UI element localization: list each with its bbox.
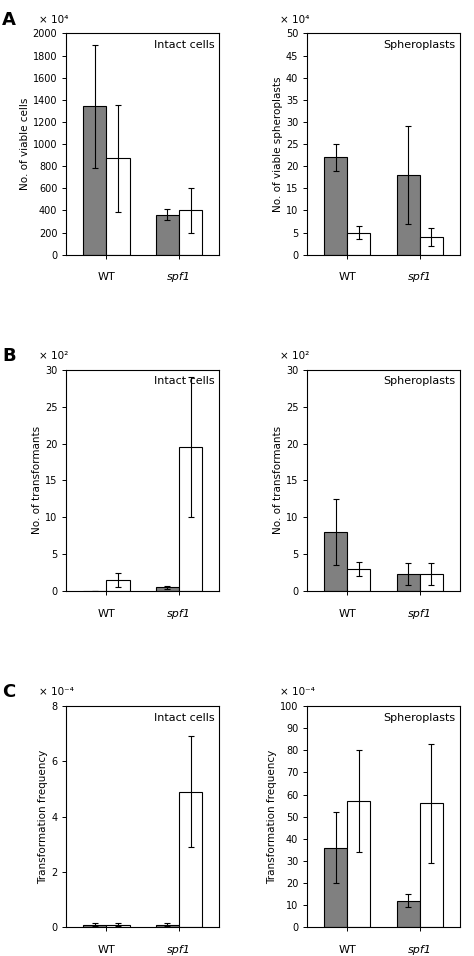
Y-axis label: No. of viable spheroplasts: No. of viable spheroplasts	[273, 76, 283, 212]
Bar	[179, 447, 202, 591]
Text: × 10²: × 10²	[39, 351, 68, 361]
Bar	[155, 587, 179, 591]
Y-axis label: No. of viable cells: No. of viable cells	[20, 98, 30, 190]
Text: Spheroplasts: Spheroplasts	[383, 377, 455, 386]
Bar	[397, 175, 420, 254]
Text: Spheroplasts: Spheroplasts	[383, 713, 455, 723]
Text: Intact cells: Intact cells	[154, 40, 214, 50]
Text: Intact cells: Intact cells	[154, 377, 214, 386]
Bar	[347, 232, 371, 254]
Bar	[397, 901, 420, 927]
Text: spf1: spf1	[408, 609, 432, 619]
Bar	[179, 792, 202, 927]
Text: spf1: spf1	[408, 945, 432, 955]
Y-axis label: No. of transformants: No. of transformants	[273, 426, 283, 534]
Bar	[420, 574, 443, 591]
Text: × 10⁴: × 10⁴	[280, 14, 309, 25]
Text: × 10⁴: × 10⁴	[39, 14, 68, 25]
Bar	[420, 237, 443, 254]
Bar	[155, 924, 179, 927]
Text: spf1: spf1	[167, 945, 191, 955]
Bar	[106, 159, 129, 254]
Bar	[106, 924, 129, 927]
Bar	[347, 569, 371, 591]
Text: WT: WT	[338, 945, 356, 955]
Bar	[83, 924, 106, 927]
Text: WT: WT	[98, 945, 115, 955]
Bar	[106, 580, 129, 591]
Text: B: B	[2, 347, 16, 365]
Y-axis label: Transformation frequency: Transformation frequency	[267, 750, 277, 883]
Y-axis label: Transformation frequency: Transformation frequency	[38, 750, 48, 883]
Text: spf1: spf1	[167, 272, 191, 282]
Text: A: A	[2, 11, 16, 29]
Bar	[324, 848, 347, 927]
Bar	[155, 215, 179, 254]
Text: WT: WT	[98, 272, 115, 282]
Y-axis label: No. of transformants: No. of transformants	[32, 426, 42, 534]
Bar	[179, 210, 202, 254]
Text: × 10²: × 10²	[280, 351, 309, 361]
Text: WT: WT	[338, 609, 356, 619]
Bar	[324, 158, 347, 254]
Bar	[347, 801, 371, 927]
Text: WT: WT	[338, 272, 356, 282]
Bar	[324, 532, 347, 591]
Text: WT: WT	[98, 609, 115, 619]
Text: C: C	[2, 684, 16, 702]
Text: × 10⁻⁴: × 10⁻⁴	[39, 687, 74, 697]
Bar	[420, 803, 443, 927]
Text: Intact cells: Intact cells	[154, 713, 214, 723]
Text: × 10⁻⁴: × 10⁻⁴	[280, 687, 315, 697]
Bar	[83, 106, 106, 254]
Text: spf1: spf1	[408, 272, 432, 282]
Bar	[397, 574, 420, 591]
Text: Spheroplasts: Spheroplasts	[383, 40, 455, 50]
Text: spf1: spf1	[167, 609, 191, 619]
